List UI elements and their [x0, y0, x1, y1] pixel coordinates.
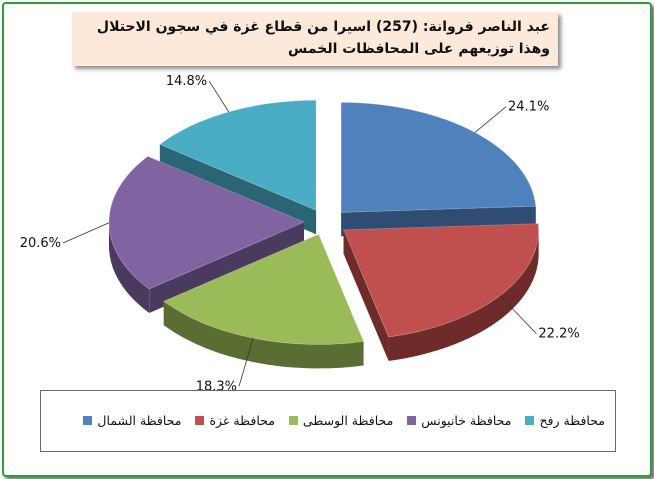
legend-swatch-1 — [195, 416, 205, 425]
pie-slice-0 — [340, 102, 537, 237]
pie-slice-1-top — [343, 223, 540, 338]
legend-label-3: محافظة خانيونس — [421, 413, 512, 428]
pie-slice-1-edge-0 — [388, 229, 539, 361]
pie-slice-1 — [343, 223, 540, 361]
legend-swatch-0 — [83, 416, 93, 425]
legend-swatch-4 — [525, 416, 535, 425]
pie-slice-0-top — [340, 102, 537, 213]
legend-item-3: محافظة خانيونس — [407, 413, 511, 428]
data-label-3: 20.6% — [20, 236, 61, 251]
pie-slice-3-wall-0 — [149, 222, 305, 313]
legend-label-4: محافظة رفح — [539, 413, 605, 428]
leader-line-0 — [474, 106, 507, 133]
legend: محافظة الشمال محافظة غزة محافظة الوسطى محاف… — [40, 390, 616, 452]
chart-title: عبد الناصر فروانة: (257) اسيرا من قطاع غ… — [72, 12, 558, 66]
legend-label-0: محافظة الشمال — [97, 413, 182, 428]
legend-item-2: محافظة الوسطى — [288, 413, 394, 428]
chart-title-line-2: وهذا توزيعهم على المحافظات الخمس — [288, 41, 550, 57]
legend-swatch-3 — [407, 416, 417, 425]
pie-slice-2-top — [162, 233, 365, 345]
legend-items: محافظة الشمال محافظة غزة محافظة الوسطى محاف… — [83, 413, 605, 428]
pie-slice-2-edge-0 — [163, 301, 364, 369]
pie-slice-1-wall-1 — [343, 229, 389, 361]
leader-line-2 — [238, 337, 254, 387]
leader-line-3 — [62, 222, 110, 244]
pie-slice-3 — [108, 155, 306, 313]
legend-label-1: محافظة غزة — [209, 413, 275, 428]
pie-slice-3-edge-0 — [109, 222, 150, 313]
legend-swatch-2 — [288, 416, 298, 425]
pie-slice-2 — [162, 233, 365, 369]
chart-title-line-1: عبد الناصر فروانة: (257) اسيرا من قطاع غ… — [96, 19, 550, 35]
legend-label-2: محافظة الوسطى — [302, 413, 394, 428]
data-label-1: 22.2% — [538, 327, 579, 342]
legend-item-1: محافظة غزة — [195, 413, 275, 428]
data-label-4: 14.8% — [166, 74, 207, 89]
legend-item-0: محافظة الشمال — [83, 413, 181, 428]
data-label-0: 24.1% — [508, 100, 549, 115]
leader-line-4 — [208, 80, 230, 113]
leader-line-1 — [499, 295, 537, 334]
legend-item-4: محافظة رفح — [525, 413, 605, 428]
